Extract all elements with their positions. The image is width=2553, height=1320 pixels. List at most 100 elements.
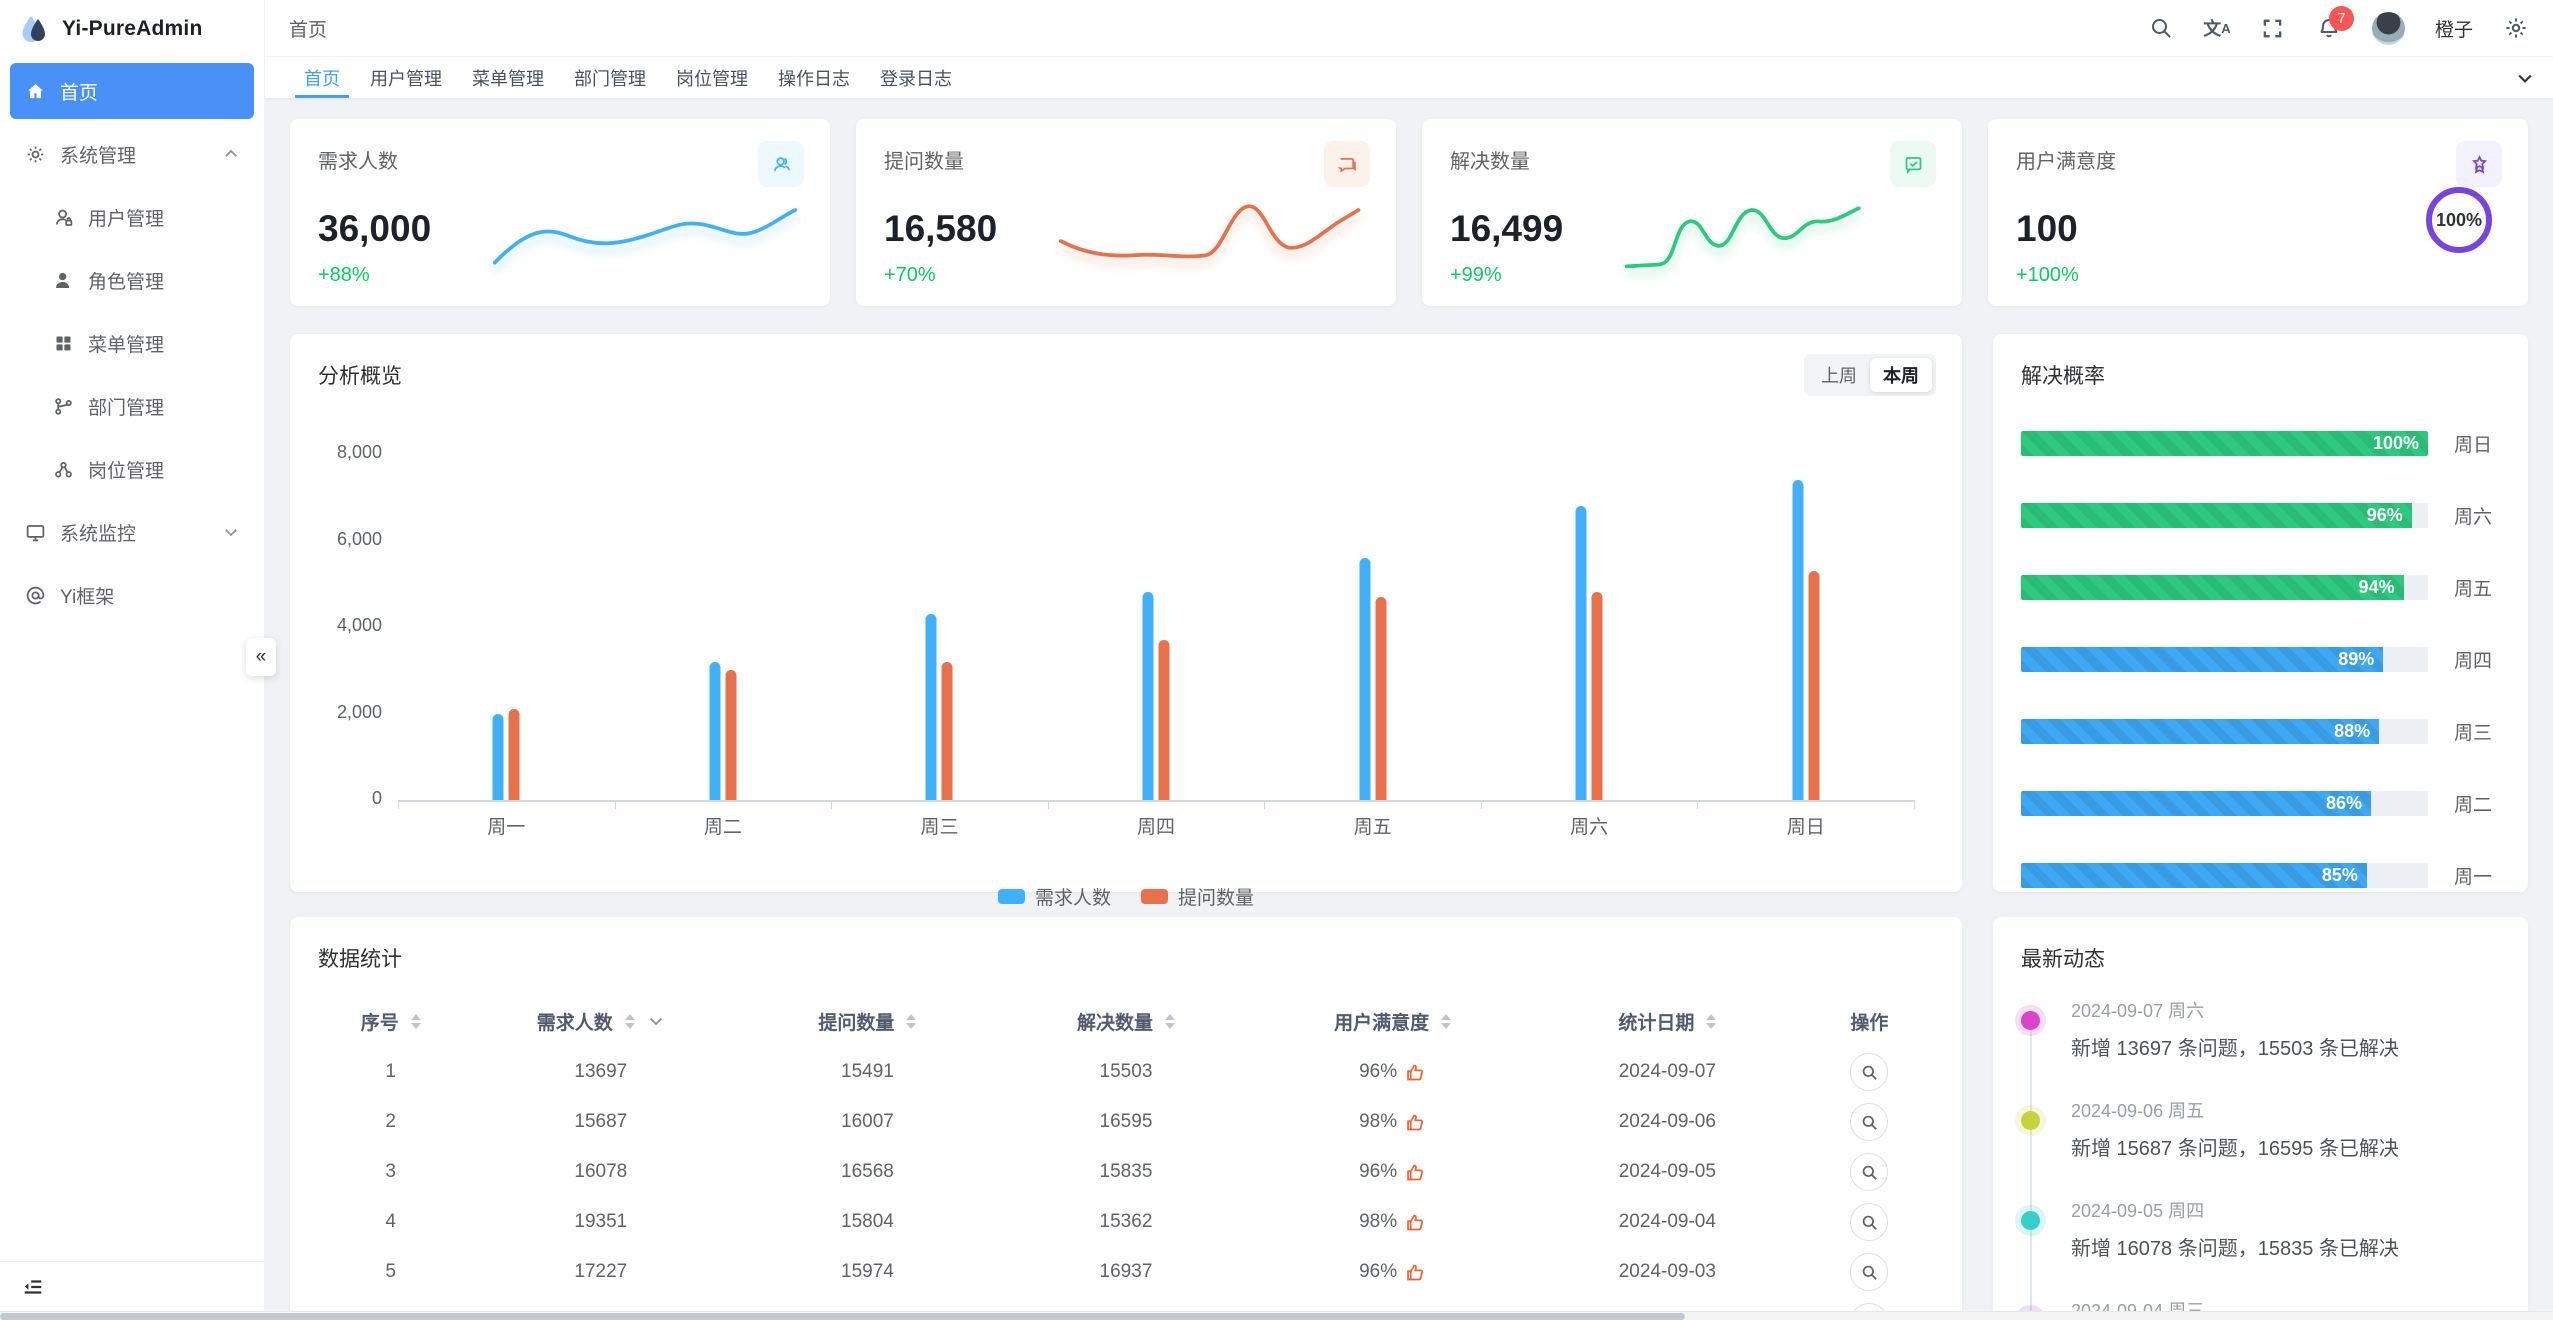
bar-group-周四 xyxy=(1142,592,1170,800)
stat-card-delta: +100% xyxy=(2016,264,2079,286)
sidebar-item-首页[interactable]: 首页 xyxy=(10,63,254,119)
cell-solved: 15835 xyxy=(1099,1161,1153,1182)
bar-提问数量-周二[interactable] xyxy=(725,670,737,800)
bar-需求人数-周二[interactable] xyxy=(709,661,721,800)
sort-carets-icon[interactable] xyxy=(410,1013,421,1029)
sidebar-collapse-button[interactable]: « xyxy=(246,638,276,676)
table-header-需求人数[interactable]: 需求人数 xyxy=(463,1008,738,1035)
sidebar-item-label: 系统管理 xyxy=(60,145,137,167)
nodes-icon xyxy=(52,458,74,480)
toggle-上周[interactable]: 上周 xyxy=(1821,366,1857,386)
bar-提问数量-周一[interactable] xyxy=(508,709,520,800)
sidebar-item-岗位管理[interactable]: 岗位管理 xyxy=(10,441,254,497)
data-table: 序号 需求人数 提问数量 解决数量 用户满意度 统计日期 操作 1 13697 15491 155… xyxy=(318,995,1934,1320)
tab-岗位管理[interactable]: 岗位管理 xyxy=(676,68,748,89)
cell-solved: 16595 xyxy=(1099,1111,1153,1132)
timeline-dot xyxy=(2021,1011,2040,1030)
sidebar-item-label: 系统监控 xyxy=(60,523,137,545)
legend-item-提问数量[interactable]: 提问数量 xyxy=(1141,883,1254,910)
progress-value: 88% xyxy=(2334,721,2371,741)
bar-需求人数-周三[interactable] xyxy=(925,614,937,800)
row-detail-button[interactable] xyxy=(1850,1053,1889,1091)
breadcrumb: 首页 xyxy=(289,19,328,41)
table-header-统计日期[interactable]: 统计日期 xyxy=(1530,1008,1805,1035)
row-detail-button[interactable] xyxy=(1850,1253,1889,1291)
timeline-date: 2024-09-07 周六 xyxy=(2071,1001,2205,1021)
sort-carets-icon[interactable] xyxy=(1441,1013,1452,1029)
horizontal-scrollbar[interactable] xyxy=(0,1311,2553,1320)
sidebar-item-角色管理[interactable]: 角色管理 xyxy=(10,252,254,308)
tab-用户管理[interactable]: 用户管理 xyxy=(370,68,442,89)
tabbar-chevron-down-icon[interactable] xyxy=(2497,57,2553,98)
table-header-用户满意度[interactable]: 用户满意度 xyxy=(1255,1008,1530,1035)
cell-satisfaction: 96% xyxy=(1255,1061,1530,1083)
tab-菜单管理[interactable]: 菜单管理 xyxy=(472,68,544,89)
horizontal-scrollbar-thumb[interactable] xyxy=(0,1313,1685,1320)
progress-fill: 85% xyxy=(2021,863,2367,888)
bar-chart-plot: 0 2,000 4,000 6,000 8,000 xyxy=(337,442,1915,809)
menu-fold-icon xyxy=(22,1276,44,1298)
timeline-item: 2024-09-06 周五 新增 15687 条问题，16595 条已解决 xyxy=(2021,1097,2500,1161)
sort-carets-icon[interactable] xyxy=(1706,1013,1717,1029)
sidebar-fold-button[interactable] xyxy=(0,1261,264,1311)
bar-需求人数-周六[interactable] xyxy=(1575,505,1587,800)
sidebar-item-label: 菜单管理 xyxy=(88,334,165,356)
row-detail-button[interactable] xyxy=(1850,1153,1889,1191)
sidebar-item-菜单管理[interactable]: 菜单管理 xyxy=(10,315,254,371)
sidebar-item-Yi框架[interactable]: Yi框架 xyxy=(10,567,254,623)
x-axis-label: 周五 xyxy=(1353,817,1392,838)
notification-badge: 7 xyxy=(2328,6,2354,31)
username[interactable]: 橙子 xyxy=(2434,19,2473,41)
chevron-down-icon[interactable] xyxy=(647,1012,665,1030)
sort-carets-icon[interactable] xyxy=(624,1013,635,1029)
row-detail-button[interactable] xyxy=(1850,1203,1889,1241)
table-header-序号[interactable]: 序号 xyxy=(318,1008,463,1035)
bar-需求人数-周一[interactable] xyxy=(492,713,504,800)
table-header-提问数量[interactable]: 提问数量 xyxy=(738,1008,997,1035)
cell-satisfaction: 96% xyxy=(1255,1261,1530,1283)
search-icon[interactable] xyxy=(2148,15,2174,41)
sidebar-item-系统监控[interactable]: 系统监控 xyxy=(10,504,254,560)
tab-部门管理[interactable]: 部门管理 xyxy=(574,68,646,89)
sort-carets-icon[interactable] xyxy=(1164,1013,1175,1029)
solve-probability-panel: 解决概率 100% 周日 96% 周六 94% 周五 89% 周四 88% xyxy=(1993,334,2528,892)
progress-value: 89% xyxy=(2338,649,2375,669)
sort-carets-icon[interactable] xyxy=(906,1013,917,1029)
sidebar-item-用户管理[interactable]: 用户管理 xyxy=(10,189,254,245)
bar-提问数量-周日[interactable] xyxy=(1808,570,1820,800)
cell-demand: 19351 xyxy=(574,1211,628,1232)
legend-item-需求人数[interactable]: 需求人数 xyxy=(997,883,1111,910)
bar-提问数量-周四[interactable] xyxy=(1158,639,1170,800)
sidebar-item-label: 岗位管理 xyxy=(88,460,165,482)
tab-首页[interactable]: 首页 xyxy=(289,57,355,98)
progress-fill: 88% xyxy=(2021,719,2379,744)
timeline-text: 新增 13697 条问题，15503 条已解决 xyxy=(2071,1038,2399,1060)
sidebar-item-系统管理[interactable]: 系统管理 xyxy=(10,126,254,182)
x-axis-tick-mark xyxy=(1264,800,1266,809)
tab-登录日志[interactable]: 登录日志 xyxy=(880,68,952,89)
toggle-本周[interactable]: 本周 xyxy=(1870,358,1932,392)
bar-提问数量-周六[interactable] xyxy=(1591,592,1603,800)
cell-date: 2024-09-05 xyxy=(1618,1161,1716,1182)
bar-需求人数-周四[interactable] xyxy=(1142,592,1154,800)
bar-需求人数-周日[interactable] xyxy=(1792,479,1804,800)
avatar[interactable] xyxy=(2371,11,2405,45)
row-detail-button[interactable] xyxy=(1850,1103,1889,1141)
logo[interactable]: Yi-PureAdmin xyxy=(0,0,264,57)
bar-提问数量-周三[interactable] xyxy=(941,661,953,800)
table-header-解决数量[interactable]: 解决数量 xyxy=(997,1008,1256,1035)
tab-操作日志[interactable]: 操作日志 xyxy=(778,68,850,89)
column-label: 操作 xyxy=(1850,1012,1889,1034)
x-axis-label: 周二 xyxy=(703,817,742,838)
fullscreen-icon[interactable] xyxy=(2260,15,2286,41)
cell-date: 2024-09-06 xyxy=(1618,1111,1716,1132)
x-axis-label: 周一 xyxy=(487,817,526,838)
bar-需求人数-周五[interactable] xyxy=(1359,557,1371,800)
satisfaction-ring: 100% xyxy=(2426,187,2492,253)
sidebar-item-部门管理[interactable]: 部门管理 xyxy=(10,378,254,434)
settings-gear-icon[interactable] xyxy=(2503,15,2529,41)
bell-icon[interactable]: 7 xyxy=(2316,6,2354,41)
cell-satisfaction: 96% xyxy=(1255,1161,1530,1183)
bar-提问数量-周五[interactable] xyxy=(1375,596,1387,800)
